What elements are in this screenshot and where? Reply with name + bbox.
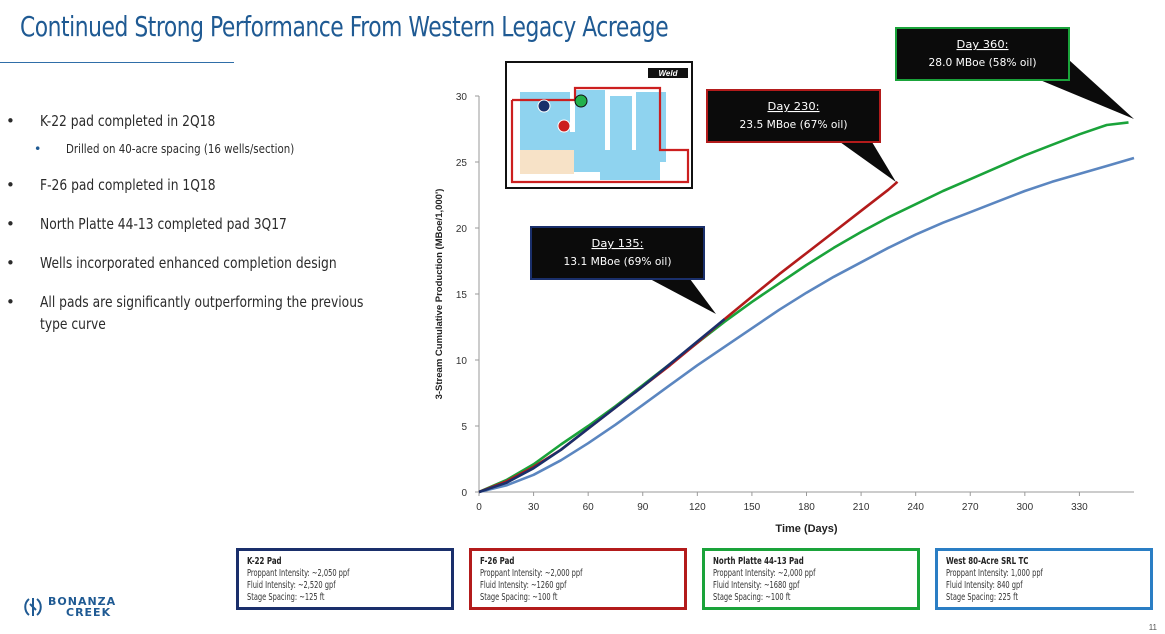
x-tick-label: 240 [907,502,924,513]
map-land-parcel [520,150,574,174]
callout-text: 23.5 MBoe (67% oil) [740,118,848,131]
legend-line: Stage Spacing: 225 ft [946,592,1018,603]
callout-pointer [650,279,716,314]
x-axis-label: Time (Days) [775,523,837,535]
map-label: Weld [659,69,679,78]
logo-line2: CREEK [66,606,112,619]
callout-box [706,89,881,143]
bullet-item: • F-26 pad completed in 1Q18 [6,174,426,196]
y-tick-label: 0 [461,488,467,499]
bullet-glyph: • [6,112,15,130]
series-line-west-80-acre-srl-tc [478,156,1135,494]
y-tick-label: 20 [456,224,468,235]
company-logo: BONANZA CREEK [22,596,116,618]
map-marker-f26 [557,119,571,133]
x-tick-label: 90 [637,502,649,513]
production-chart: 0 30 60 90 120 150 180 210 240 270 300 330 0 5 10 15 20 2… [434,27,1135,535]
legend-line: Stage Spacing: ~125 ft [247,592,325,603]
callout-day-135: Day 135: 13.1 MBoe (69% oil) [530,226,716,314]
x-tick-label: 150 [744,502,761,513]
callout-title: Day 360: [957,38,1009,51]
bullet-item: • All pads are significantly outperformin… [6,291,426,335]
bullet-text: All pads are significantly outperforming… [40,293,364,333]
map-inset: Weld [505,61,693,189]
callout-text: 28.0 MBoe (58% oil) [929,56,1037,69]
bullet-item: • Wells incorporated enhanced completion … [6,252,426,274]
x-tick-label: 180 [798,502,815,513]
bullet-text: K-22 pad completed in 2Q18 [40,112,216,130]
bullet-text: Drilled on 40-acre spacing (16 wells/sec… [66,141,295,156]
legend-line: Stage Spacing: ~100 ft [713,592,791,603]
map-label-bg [648,68,688,78]
x-tick-label: 0 [476,502,482,513]
map-acreage-block [600,150,660,180]
legend-line: Stage Spacing: ~100 ft [480,592,558,603]
x-tick-label: 60 [583,502,595,513]
callout-title: Day 135: [592,237,644,250]
bullet-glyph: • [6,293,15,311]
y-tick-label: 30 [456,92,468,103]
legend-box: North Platte 44-13 Pad Proppant Intensity… [702,548,920,610]
legend-title: F-26 Pad [480,556,515,567]
legend-box: K-22 Pad Proppant Intensity: ~2,050 ppf Fl… [236,548,454,610]
legend-line: Fluid Intensity: 840 gpf [946,580,1023,591]
bullet-glyph: • [6,215,15,233]
legend-line: Fluid Intensity: ~2,520 gpf [247,580,336,591]
x-tick-label: 270 [962,502,979,513]
bullet-glyph: • [34,141,42,156]
callout-title: Day 230: [768,100,820,113]
map-marker-k22 [537,99,551,113]
legend-line: Fluid Intensity: ~1680 gpf [713,580,800,591]
callout-pointer [840,142,896,182]
x-tick-label: 300 [1016,502,1033,513]
legend-title: West 80-Acre SRL TC [946,556,1029,567]
legend-line: Fluid Intensity: ~1260 gpf [480,580,567,591]
y-axis-label: 3-Stream Cumulative Production (MBoe/1,0… [434,189,445,400]
y-tick-label: 5 [461,422,467,433]
bullet-glyph: • [6,254,15,272]
title-underline [0,62,234,63]
y-tick-label: 15 [456,290,468,301]
bullet-text: F-26 pad completed in 1Q18 [40,176,216,194]
bullet-item: • K-22 pad completed in 2Q18 [6,110,426,132]
callout-day-360: Day 360: 28.0 MBoe (58% oil) [895,27,1134,119]
bullet-list: • K-22 pad completed in 2Q18 • Drilled on 4… [6,110,426,352]
page-title: Continued Strong Performance From Wester… [20,10,669,43]
bullet-text: Wells incorporated enhanced completion d… [40,254,337,272]
map-boundary [510,86,690,184]
y-tick-label: 10 [456,356,468,367]
legend-line: Proppant Intensity: 1,000 ppf [946,568,1043,579]
x-tick-label: 210 [853,502,870,513]
legend-line: Proppant Intensity: ~2,000 ppf [713,568,816,579]
x-tick-label: 330 [1071,502,1088,513]
y-tick-label: 25 [456,158,468,169]
x-tick-label: 120 [689,502,706,513]
legend-line: Proppant Intensity: ~2,050 ppf [247,568,350,579]
map-marker-north-platte [574,94,588,108]
callout-box [895,27,1070,81]
legend-box: F-26 Pad Proppant Intensity: ~2,000 ppf Fl… [469,548,687,610]
logo-line1: BONANZA [48,595,117,608]
callout-box [530,226,705,280]
legend-title: K-22 Pad [247,556,282,567]
legend-box: West 80-Acre SRL TC Proppant Intensity: 1… [935,548,1153,610]
callout-day-230: Day 230: 23.5 MBoe (67% oil) [706,89,896,182]
series-line-north-platte-44-13-pad [478,121,1129,494]
page-number: 11 [1148,623,1157,632]
bullet-item: • North Platte 44-13 completed pad 3Q17 [6,213,426,235]
bullet-item: • Drilled on 40-acre spacing (16 wells/se… [6,138,426,160]
bullet-glyph: • [6,176,15,194]
bullet-text: North Platte 44-13 completed pad 3Q17 [40,215,287,233]
legend-title: North Platte 44-13 Pad [713,556,804,567]
series-line-k-22-pad [478,318,726,494]
logo-mark-icon [24,598,42,616]
x-tick-label: 30 [528,502,540,513]
legend-line: Proppant Intensity: ~2,000 ppf [480,568,583,579]
callout-text: 13.1 MBoe (69% oil) [564,255,672,268]
map-acreage-block [610,96,632,156]
